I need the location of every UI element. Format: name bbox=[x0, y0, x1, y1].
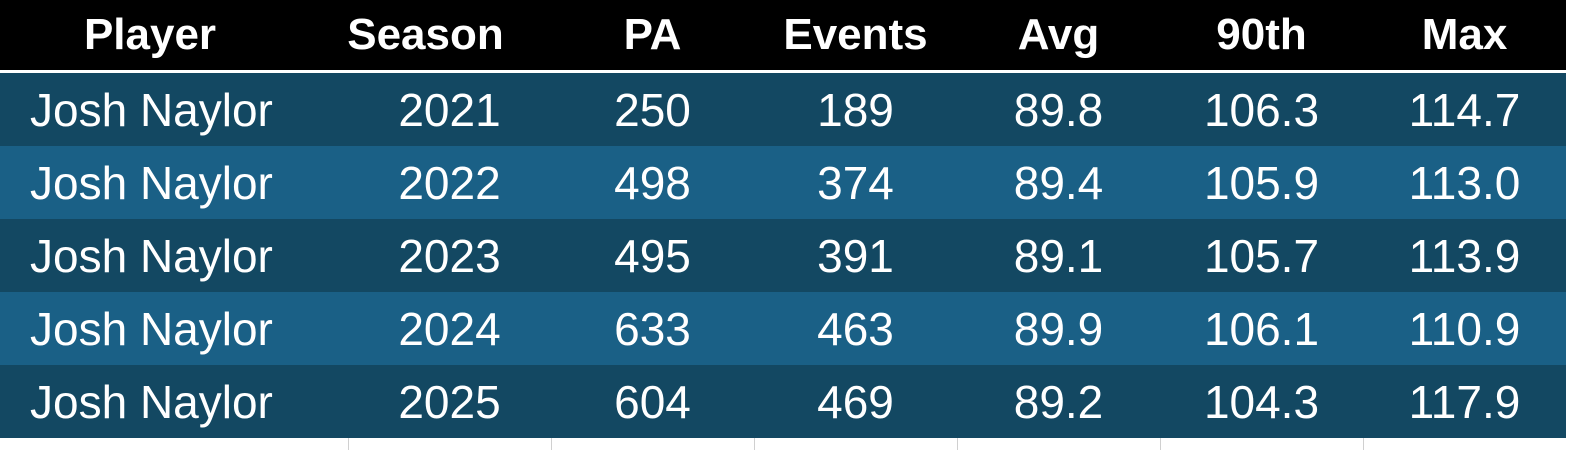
column-header: Max bbox=[1421, 10, 1508, 59]
table-cell: 498 bbox=[614, 156, 691, 209]
grid-line bbox=[348, 438, 349, 450]
table-cell: 469 bbox=[817, 375, 894, 428]
grid-line bbox=[551, 438, 552, 450]
grid-line bbox=[754, 438, 755, 450]
table-cell: 104.3 bbox=[1203, 375, 1320, 428]
table-cell: 105.7 bbox=[1203, 229, 1320, 282]
table-cell: 463 bbox=[817, 302, 894, 355]
table-cell: 2021 bbox=[398, 83, 501, 136]
table-cell: 113.0 bbox=[1408, 156, 1521, 209]
grid-line bbox=[957, 438, 958, 450]
column-header: Season bbox=[347, 10, 504, 59]
table-cell: 2025 bbox=[398, 375, 501, 428]
table-cell: Josh Naylor bbox=[30, 229, 273, 282]
table: Player Season PA Events Avg 90th Max Josh Naylo… bbox=[0, 0, 1566, 438]
column-header: 90th bbox=[1216, 10, 1307, 59]
column-header: Avg bbox=[1017, 10, 1100, 59]
table-cell: 374 bbox=[817, 156, 894, 209]
table-cell: 89.2 bbox=[1013, 375, 1104, 428]
table-cell: 89.4 bbox=[1013, 156, 1104, 209]
table-row: Josh Naylor 2022 498 374 89.4 105.9 113.0 bbox=[0, 146, 1566, 219]
table-row: Josh Naylor 2025 604 469 89.2 104.3 117.9 bbox=[0, 365, 1566, 438]
grid-strip bbox=[0, 438, 1566, 450]
table-cell: Josh Naylor bbox=[30, 156, 273, 209]
grid-line bbox=[1363, 438, 1364, 450]
column-header: Events bbox=[783, 10, 928, 59]
table-cell: 495 bbox=[614, 229, 691, 282]
table-row: Josh Naylor 2024 633 463 89.9 106.1 110.9 bbox=[0, 292, 1566, 365]
table-cell: Josh Naylor bbox=[30, 375, 273, 428]
table-cell: 2024 bbox=[398, 302, 501, 355]
table-row: Josh Naylor 2023 495 391 89.1 105.7 113.9 bbox=[0, 219, 1566, 292]
table-cell: 106.3 bbox=[1203, 83, 1320, 136]
table-cell: 114.7 bbox=[1408, 83, 1521, 136]
table-cell: 106.1 bbox=[1203, 302, 1320, 355]
table-cell: 2023 bbox=[398, 229, 501, 282]
table-cell: 89.8 bbox=[1013, 83, 1104, 136]
column-header: PA bbox=[623, 10, 682, 59]
header-row: Player Season PA Events Avg 90th Max bbox=[0, 0, 1566, 73]
table-cell: 113.9 bbox=[1408, 229, 1521, 282]
grid-line bbox=[1160, 438, 1161, 450]
table-cell: 89.9 bbox=[1013, 302, 1104, 355]
table-cell: 89.1 bbox=[1013, 229, 1104, 282]
table-cell: 189 bbox=[817, 83, 894, 136]
table-cell: Josh Naylor bbox=[30, 302, 273, 355]
table-row: Josh Naylor 2021 250 189 89.8 106.3 114.7 bbox=[0, 73, 1566, 146]
table-cell: 604 bbox=[614, 375, 691, 428]
column-header: Player bbox=[83, 10, 217, 59]
table-cell: 391 bbox=[817, 229, 894, 282]
table-cell: 110.9 bbox=[1408, 302, 1521, 355]
table-cell: 633 bbox=[614, 302, 691, 355]
table-cell: 117.9 bbox=[1408, 375, 1521, 428]
table-cell: 2022 bbox=[398, 156, 501, 209]
table-cell: Josh Naylor bbox=[30, 83, 273, 136]
table-cell: 105.9 bbox=[1203, 156, 1320, 209]
table-cell: 250 bbox=[614, 83, 691, 136]
